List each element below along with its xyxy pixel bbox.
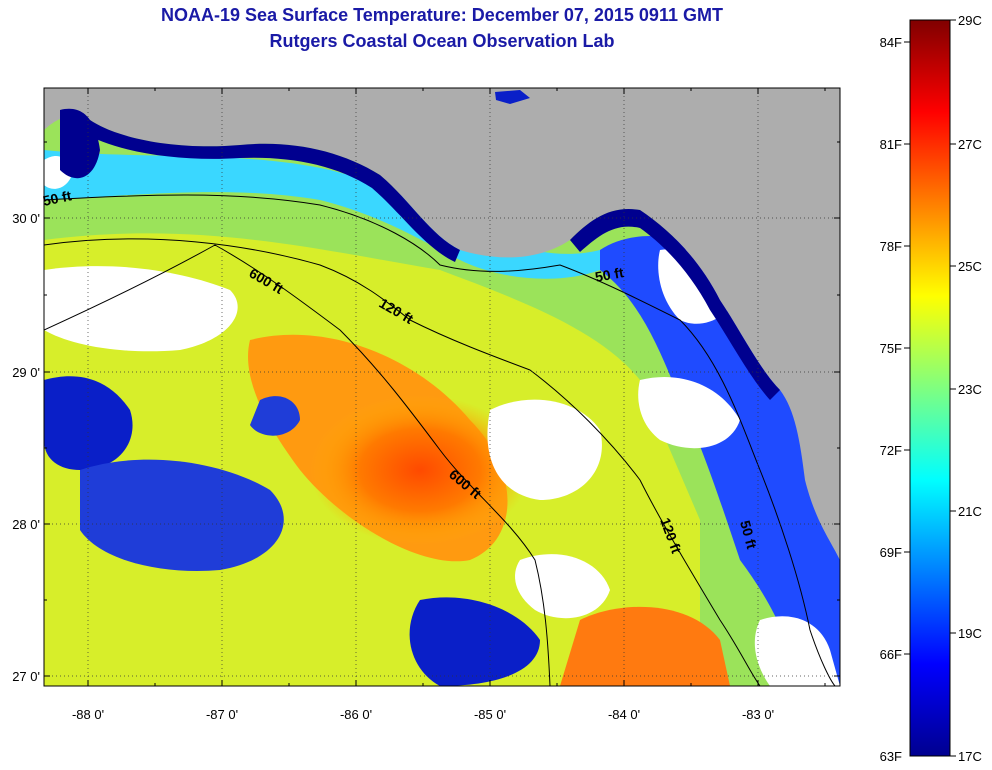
plot-frame	[43, 87, 841, 687]
contour-label-50ft-east: 50 ft	[594, 264, 625, 285]
colorbar-f-label: 66F	[880, 647, 902, 662]
colorbar-f-label: 63F	[880, 749, 902, 764]
contour-120ft	[44, 238, 761, 686]
contour-50ft	[44, 194, 836, 686]
lat-axis-labels: 30 0' 29 0' 28 0' 27 0'	[12, 211, 40, 684]
map-subtitle: Rutgers Coastal Ocean Observation Lab	[269, 31, 615, 51]
colorbar-ticks	[904, 19, 956, 757]
lon-tick-label: -85 0'	[474, 707, 506, 722]
colorbar-c-label: 17C	[958, 749, 982, 764]
coast-fringe-north	[82, 120, 460, 262]
warm-core	[310, 395, 530, 545]
cloud-area-2	[487, 399, 602, 500]
colorbar-f-label: 75F	[880, 341, 902, 356]
contour-600ft	[44, 244, 551, 686]
colorbar-c-label: 21C	[958, 504, 982, 519]
lon-tick-label: -87 0'	[206, 707, 238, 722]
cold-patch-center	[250, 396, 300, 436]
lat-tick-label: 30 0'	[12, 211, 40, 226]
colorbar-f-label: 84F	[880, 35, 902, 50]
cloud-area-3	[638, 376, 740, 449]
cold-patch-west	[44, 376, 133, 470]
lon-tick-label: -83 0'	[742, 707, 774, 722]
colorbar-f-label: 69F	[880, 545, 902, 560]
island-feature	[495, 90, 530, 104]
lon-tick-label: -84 0'	[608, 707, 640, 722]
warm-patch-south	[560, 606, 730, 686]
tick-marks	[44, 88, 840, 686]
cold-patch-south	[409, 597, 540, 686]
lat-tick-label: 28 0'	[12, 517, 40, 532]
colorbar-c-label: 19C	[958, 626, 982, 641]
colorbar-f-label: 81F	[880, 137, 902, 152]
cloud-area-1	[44, 266, 238, 352]
colorbar-c-label: 29C	[958, 13, 982, 28]
cold-patch-southwest	[80, 459, 284, 571]
contour-label-50ft-west: 50 ft	[41, 187, 73, 209]
colorbar-f-label: 78F	[880, 239, 902, 254]
map-title: NOAA-19 Sea Surface Temperature: Decembe…	[161, 5, 723, 25]
colorbar-celsius-labels: 29C 27C 25C 23C 21C 19C 17C	[958, 13, 982, 764]
colorbar-f-label: 72F	[880, 443, 902, 458]
colorbar-c-label: 27C	[958, 137, 982, 152]
colorbar-fahrenheit-labels: 84F 81F 78F 75F 72F 69F 66F 63F	[880, 35, 902, 764]
coastal-cold-water	[600, 236, 840, 686]
cloud-area-5	[515, 554, 610, 619]
coast-fringe-east	[570, 209, 780, 400]
lat-tick-label: 29 0'	[12, 365, 40, 380]
bay-cold-water	[60, 108, 100, 179]
plot-area	[44, 88, 840, 686]
colorbar-c-label: 25C	[958, 259, 982, 274]
lon-tick-label: -88 0'	[72, 707, 104, 722]
lon-axis-labels: -88 0' -87 0' -86 0' -85 0' -84 0' -83 0…	[72, 707, 774, 722]
colorbar	[909, 19, 951, 757]
lon-tick-label: -86 0'	[340, 707, 372, 722]
land-area	[44, 88, 840, 560]
cloud-area-6	[754, 616, 840, 686]
contour-label-50ft-south: 50 ft	[737, 519, 760, 551]
graticule	[44, 88, 840, 686]
colorbar-c-label: 23C	[958, 382, 982, 397]
lat-tick-label: 27 0'	[12, 669, 40, 684]
